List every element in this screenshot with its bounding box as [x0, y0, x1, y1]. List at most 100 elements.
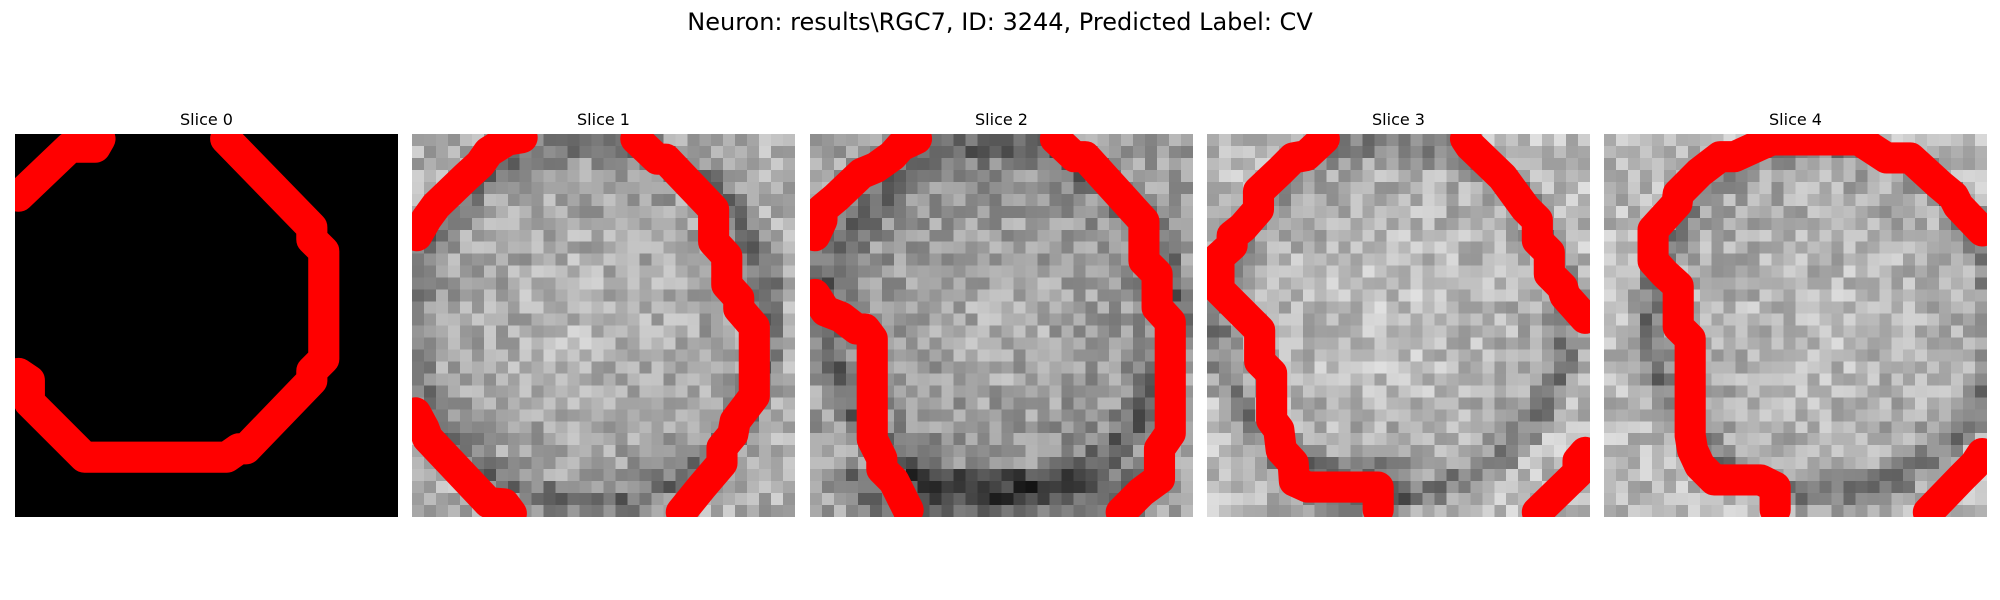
- slice-pixel: [579, 469, 592, 482]
- slice-pixel: [1711, 229, 1724, 242]
- slice-pixel: [1663, 433, 1677, 446]
- slice-pixel: [1446, 193, 1459, 207]
- slice-pixel: [1001, 349, 1014, 362]
- slice-pixel: [471, 373, 485, 386]
- slice-pixel: [1554, 409, 1567, 422]
- slice-pixel: [1699, 241, 1712, 254]
- slice-pixel: [1927, 313, 1940, 326]
- slice-pixel: [905, 301, 918, 314]
- slice-pixel: [519, 217, 532, 230]
- slice-pixel: [1723, 205, 1736, 219]
- slice-pixel: [1735, 433, 1748, 446]
- slice-pixel: [1963, 349, 1976, 362]
- slice-pixel: [1410, 145, 1423, 159]
- slice-pixel: [917, 421, 930, 434]
- slice-pixel: [412, 313, 425, 326]
- slice-pixel: [1819, 373, 1832, 386]
- slice-pixel: [1554, 385, 1567, 398]
- slice-pixel: [435, 481, 449, 494]
- slice-pixel: [1795, 181, 1808, 195]
- slice-pixel: [1013, 385, 1026, 398]
- slice-pixel: [1338, 134, 1351, 147]
- slice-pixel: [1207, 397, 1220, 410]
- slice-pixel: [483, 445, 497, 458]
- slice-pixel: [1242, 373, 1256, 386]
- slice-pixel: [1362, 253, 1375, 266]
- slice-pixel: [699, 421, 712, 434]
- slice-pixel: [965, 505, 978, 517]
- slice-pixel: [1061, 193, 1074, 207]
- slice-pixel: [953, 169, 966, 183]
- slice-pixel: [651, 313, 664, 326]
- slice-pixel: [1266, 253, 1280, 266]
- slice-pixel: [1061, 433, 1074, 446]
- slice-pixel: [1037, 373, 1050, 386]
- slice-pixel: [1975, 325, 1987, 338]
- slice-pixel: [1747, 361, 1760, 374]
- slice-pixel: [579, 313, 592, 326]
- slice-pixel: [1422, 361, 1435, 374]
- slice-pixel: [941, 361, 954, 374]
- slice-pixel: [1410, 301, 1423, 314]
- slice-pixel: [747, 481, 760, 494]
- slice-pixel: [965, 205, 978, 219]
- slice-pixel: [989, 205, 1002, 219]
- slice-pixel: [412, 157, 425, 171]
- slice-pixel: [1073, 265, 1086, 278]
- slice-pixel: [845, 361, 859, 374]
- slice-pixel: [651, 481, 664, 494]
- slice-pixel: [941, 421, 954, 434]
- slice-pixel: [929, 469, 942, 482]
- slice-pixel: [531, 229, 544, 242]
- slice-pixel: [1783, 301, 1796, 314]
- slice-pixel: [1314, 409, 1327, 422]
- slice-pixel: [1013, 169, 1026, 183]
- slice-pixel: [1470, 421, 1483, 434]
- slice-pixel: [1374, 337, 1387, 350]
- slice-pixel: [1615, 289, 1629, 302]
- slice-pixel: [412, 469, 425, 482]
- slice-pixel: [1615, 193, 1629, 207]
- slice-pixel: [591, 361, 604, 374]
- slice-pixel: [1783, 277, 1796, 290]
- slice-pixel: [1542, 181, 1555, 195]
- slice-pixel: [1398, 337, 1411, 350]
- slice-pixel: [483, 313, 497, 326]
- slice-pixel: [1711, 397, 1724, 410]
- slice-pixel: [1604, 301, 1617, 314]
- slice-pixel: [615, 301, 628, 314]
- slice-pixel: [869, 253, 883, 266]
- slice-pixel: [759, 457, 772, 470]
- slice-pixel: [771, 457, 784, 470]
- slice-pixel: [881, 217, 895, 230]
- slice-pixel: [627, 397, 640, 410]
- slice-pixel: [435, 409, 449, 422]
- slice-pixel: [1963, 277, 1976, 290]
- slice-pixel: [1061, 313, 1074, 326]
- slice-pixel: [483, 289, 497, 302]
- slice-pixel: [723, 361, 736, 374]
- slice-pixel: [1879, 313, 1892, 326]
- slice-pixel: [977, 313, 990, 326]
- slice-pixel: [1061, 457, 1074, 470]
- slice-pixel: [1771, 277, 1784, 290]
- slice-pixel: [1819, 181, 1832, 195]
- slice-pixel: [1604, 433, 1617, 446]
- slice-pixel: [579, 349, 592, 362]
- slice-pixel: [1855, 361, 1868, 374]
- slice-pixel: [519, 169, 532, 183]
- slice-pixel: [1073, 253, 1086, 266]
- slice-pixel: [627, 301, 640, 314]
- slice-pixel: [1314, 397, 1327, 410]
- slice-pixel: [1951, 289, 1964, 302]
- slice-pixel: [459, 421, 473, 434]
- slice-pixel: [412, 145, 425, 159]
- slice-pixel: [1338, 325, 1351, 338]
- slice-pixel: [783, 505, 795, 517]
- slice-pixel: [459, 253, 473, 266]
- slice-pixel: [1975, 265, 1987, 278]
- slice-pixel: [941, 181, 954, 195]
- slice-pixel: [1314, 505, 1327, 517]
- slice-pixel: [423, 337, 437, 350]
- slice-pixel: [1446, 169, 1459, 183]
